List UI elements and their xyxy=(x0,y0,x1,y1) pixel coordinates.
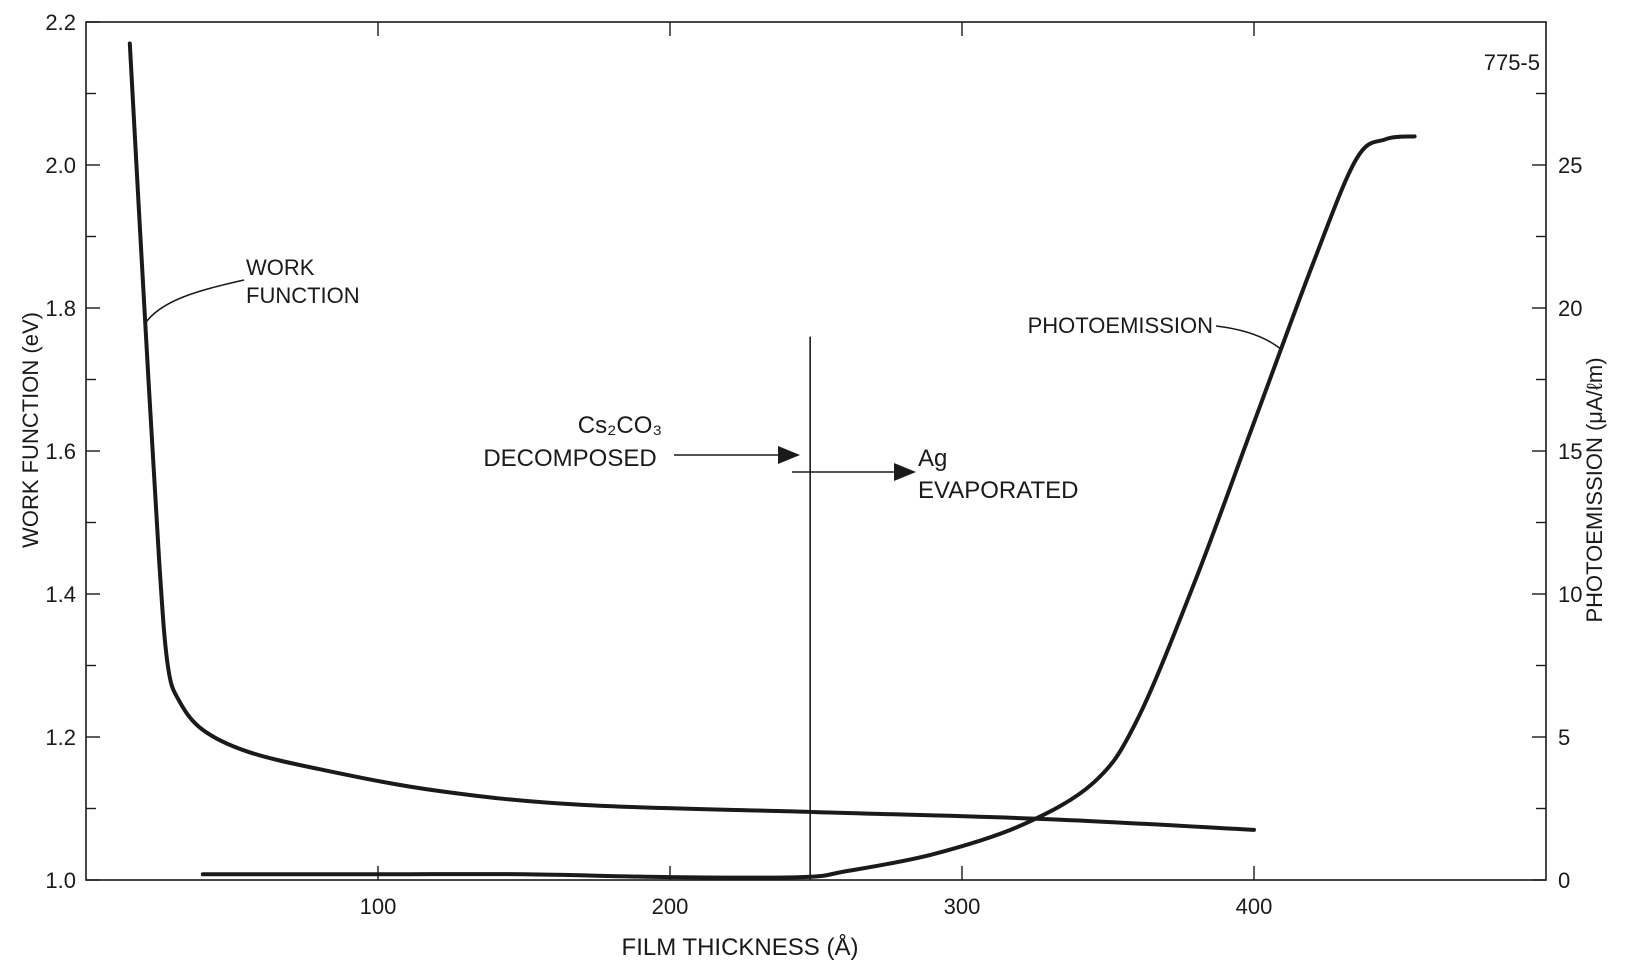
x-axis-ticks: 100 200 300 400 xyxy=(360,22,1273,919)
work-function-leader xyxy=(143,279,245,326)
work-function-label-line1: WORK xyxy=(246,255,315,280)
decomposed-label: DECOMPOSED xyxy=(483,445,656,472)
annotation-group: Cs₂CO₃ DECOMPOSED Ag EVAPORATED WORK FUN… xyxy=(143,255,1283,880)
cs2co3-label: Cs₂CO₃ xyxy=(578,412,662,439)
y-right-tick-label: 5 xyxy=(1558,725,1570,750)
y-left-tick-label: 1.0 xyxy=(45,868,76,893)
y-right-tick-label: 10 xyxy=(1558,582,1582,607)
evaporated-label: EVAPORATED xyxy=(918,477,1078,504)
evaporated-arrowhead xyxy=(894,463,916,481)
y-left-tick-label: 1.8 xyxy=(45,296,76,321)
x-tick-label: 300 xyxy=(944,894,981,919)
y-left-tick-label: 1.2 xyxy=(45,725,76,750)
x-tick-label: 400 xyxy=(1236,894,1273,919)
y-left-axis-label: WORK FUNCTION (eV) xyxy=(18,312,43,548)
x-axis-label: FILM THICKNESS (Å) xyxy=(622,933,859,961)
y-left-tick-label: 1.4 xyxy=(45,582,76,607)
plot-frame xyxy=(85,21,1547,881)
x-tick-label: 100 xyxy=(360,894,397,919)
y-left-tick-label: 1.6 xyxy=(45,439,76,464)
y-right-tick-label: 25 xyxy=(1558,153,1582,178)
x-tick-label: 200 xyxy=(652,894,689,919)
photoemission-leader xyxy=(1215,325,1283,351)
y-right-tick-label: 0 xyxy=(1558,868,1570,893)
y-left-tick-label: 2.2 xyxy=(45,10,76,35)
y-right-tick-label: 15 xyxy=(1558,439,1582,464)
work-function-curve xyxy=(127,41,1256,832)
photoemission-label: PHOTOEMISSION xyxy=(1028,313,1213,338)
chart-curves xyxy=(127,41,1417,880)
right-axis-ticks: 0 5 10 15 20 25 xyxy=(1532,92,1582,893)
y-right-tick-label: 20 xyxy=(1558,296,1582,321)
figure-id: 775-5 xyxy=(1484,50,1540,75)
plot-border xyxy=(85,21,1547,881)
left-axis-ticks: 1.0 1.2 1.4 1.6 1.8 2.0 2.2 xyxy=(45,10,100,893)
decomposed-arrowhead xyxy=(778,446,800,464)
ag-label: Ag xyxy=(918,445,947,472)
y-left-tick-label: 2.0 xyxy=(45,153,76,178)
y-right-axis-label: PHOTOEMISSION (μA/ℓm) xyxy=(1582,357,1607,622)
photoemission-curve xyxy=(200,134,1417,880)
work-function-label-line2: FUNCTION xyxy=(246,283,360,308)
